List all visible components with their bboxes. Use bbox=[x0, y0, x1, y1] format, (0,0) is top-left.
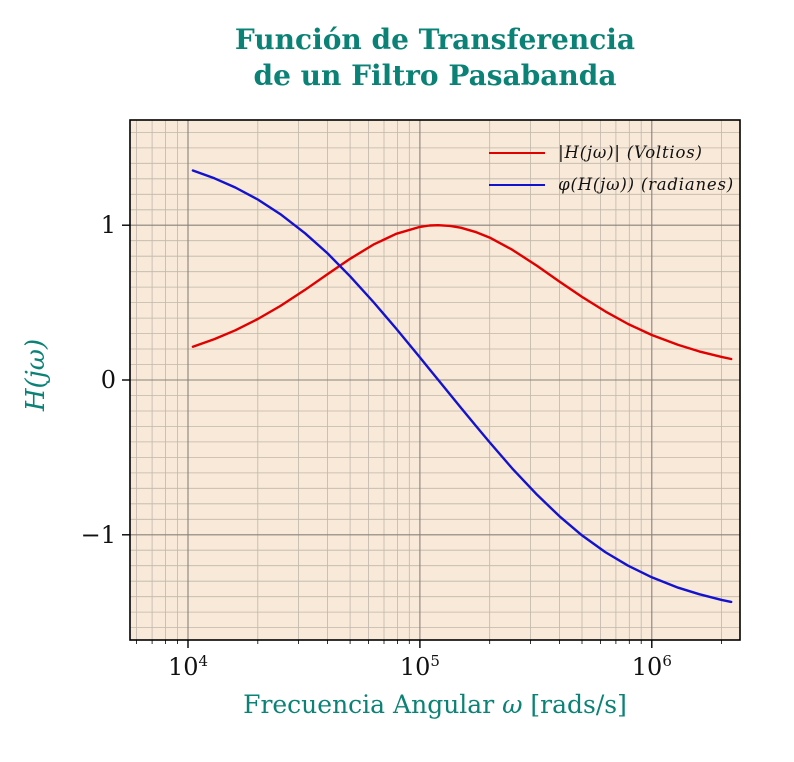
x-axis-label-text: Frecuencia Angular bbox=[243, 690, 503, 719]
magnitude-curve bbox=[191, 224, 733, 361]
x-axis-label-units: [rads/s] bbox=[522, 690, 627, 719]
chart-title-line1: Función de Transferencia bbox=[234, 23, 636, 56]
chart-title-line2: de un Filtro Pasabanda bbox=[253, 59, 617, 93]
legend: |H(jω)| (Voltios) φ(H(jω)) (radianes) bbox=[489, 142, 734, 195]
legend-item-phase: φ(H(jω)) (radianes) bbox=[489, 174, 734, 195]
plot-svg bbox=[122, 119, 741, 648]
y-tick-label: 1 bbox=[100, 211, 116, 240]
legend-label-phase: φ(H(jω)) (radianes) bbox=[558, 175, 734, 194]
plot-area: |H(jω)| (Voltios) φ(H(jω)) (radianes) bbox=[122, 119, 741, 648]
legend-swatch-magnitude bbox=[489, 151, 546, 154]
chart-title: Función de Transferencia de un Filtro Pa… bbox=[130, 22, 740, 95]
y-tick-label: 0 bbox=[100, 366, 116, 394]
x-tick-label: 106 bbox=[631, 652, 672, 681]
x-axis-label: Frecuencia Angular ω [rads/s] bbox=[130, 690, 740, 719]
phase-curve bbox=[191, 169, 733, 604]
x-tick-label: 104 bbox=[167, 652, 209, 681]
y-axis-label: H(jω) bbox=[21, 338, 51, 412]
y-tick-label: −1 bbox=[80, 520, 116, 549]
legend-item-magnitude: |H(jω)| (Voltios) bbox=[489, 142, 703, 163]
x-tick-label: 105 bbox=[399, 652, 440, 681]
legend-label-magnitude: |H(jω)| (Voltios) bbox=[558, 143, 703, 162]
legend-swatch-phase bbox=[489, 183, 546, 186]
x-axis-label-omega: ω bbox=[502, 690, 523, 719]
